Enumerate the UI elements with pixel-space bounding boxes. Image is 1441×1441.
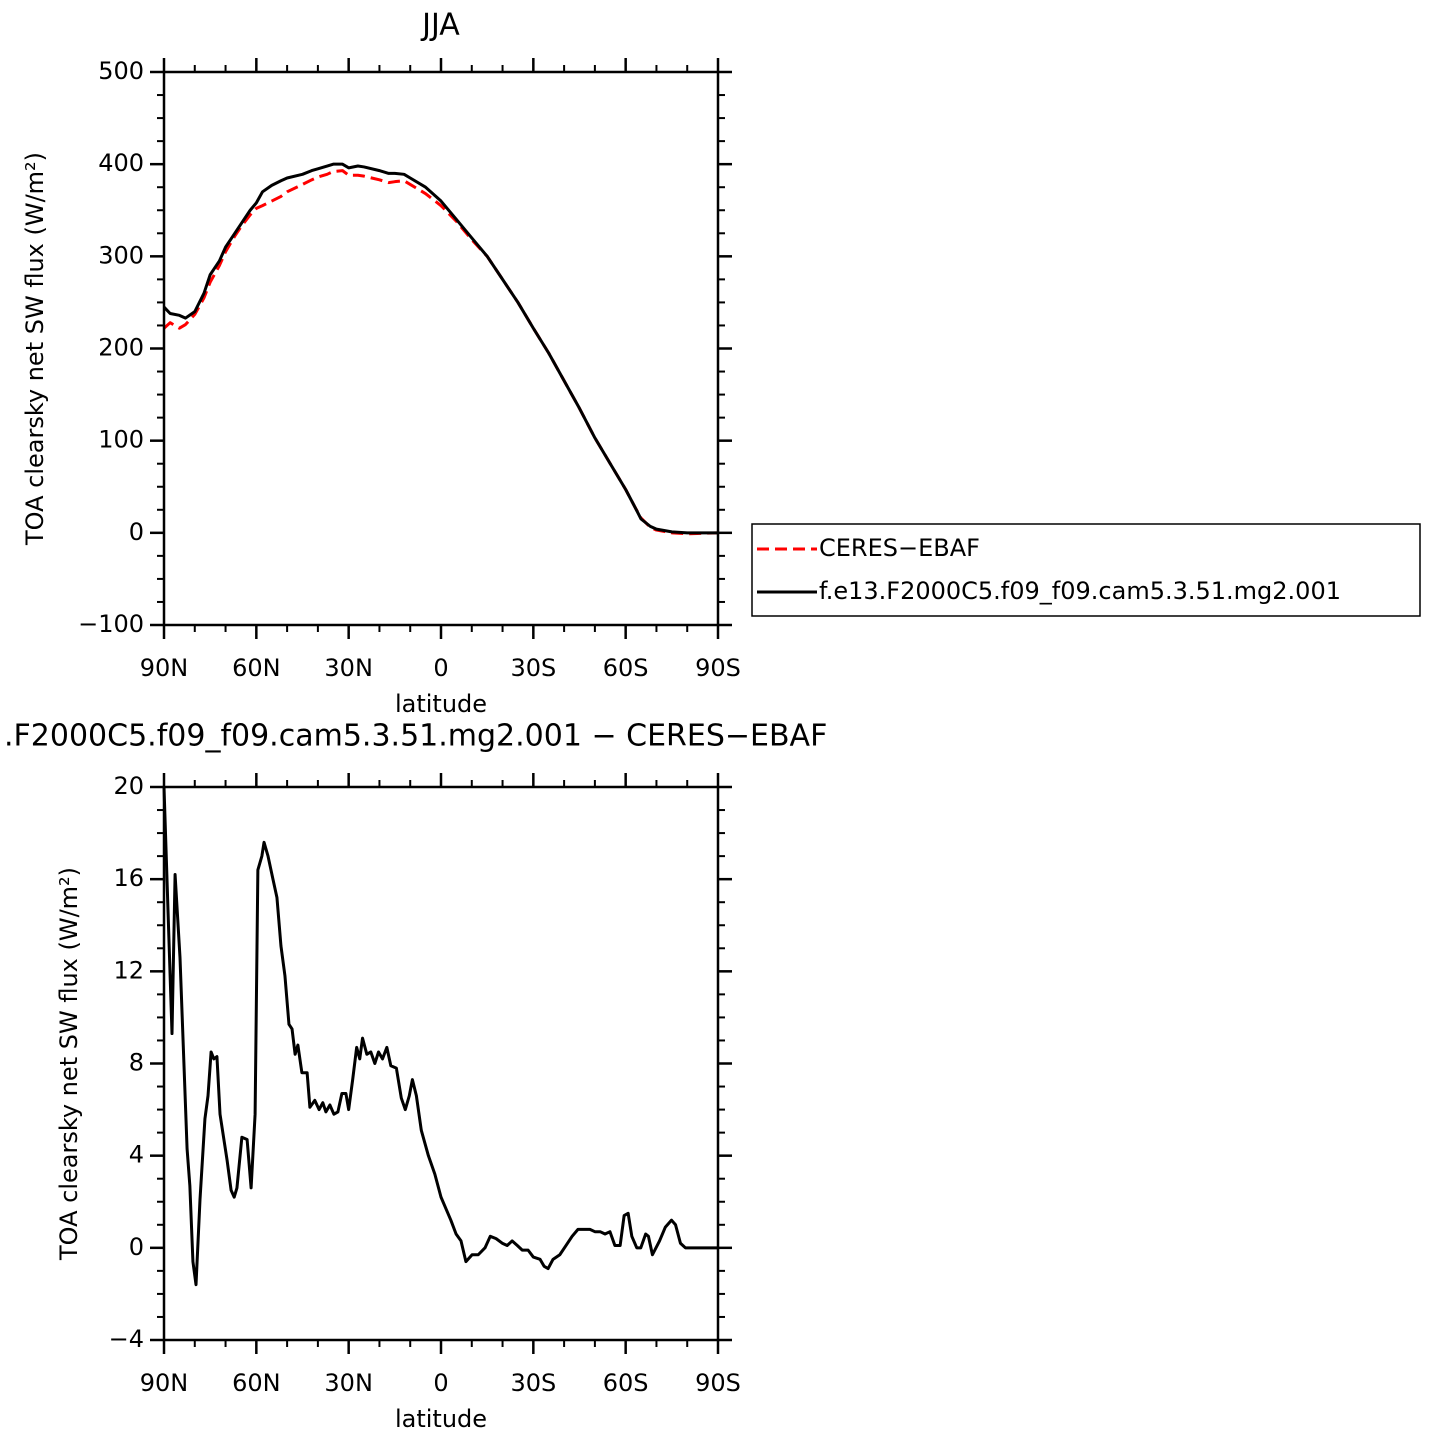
y-tick-label: 300 (98, 241, 144, 269)
y-axis-label: TOA clearsky net SW flux (W/m²) (55, 867, 83, 1261)
y-tick-label: 8 (129, 1049, 144, 1077)
x-tick-label: 30N (324, 1369, 373, 1397)
legend-label: CERES−EBAF (819, 534, 980, 562)
data-line (162, 786, 718, 1287)
plot-frame (162, 785, 720, 1342)
y-tick-label: 100 (98, 426, 144, 454)
x-tick-label: 60N (232, 1369, 281, 1397)
data-line (162, 162, 718, 535)
y-tick-label: −100 (78, 610, 144, 638)
y-tick-label: 200 (98, 334, 144, 362)
y-tick-label: 400 (98, 149, 144, 177)
x-tick-label: 90S (695, 654, 741, 682)
x-tick-label: 30S (510, 654, 556, 682)
x-tick-label: 60N (232, 654, 281, 682)
x-tick-label: 0 (433, 1369, 448, 1397)
y-tick-label: 4 (129, 1141, 144, 1169)
chart-title: JJA (420, 8, 460, 43)
x-tick-label: 90N (140, 1369, 189, 1397)
x-tick-label: 90S (695, 1369, 741, 1397)
x-tick-label: 30N (324, 654, 373, 682)
x-tick-label: 30S (510, 1369, 556, 1397)
y-tick-label: 12 (113, 956, 144, 984)
plot-frame (162, 70, 720, 627)
x-tick-label: 60S (603, 1369, 649, 1397)
y-tick-label: 0 (129, 518, 144, 546)
y-tick-label: 16 (113, 864, 144, 892)
legend-label: f.e13.F2000C5.f09_f09.cam5.3.51.mg2.001 (819, 577, 1341, 605)
y-tick-label: 20 (113, 772, 144, 800)
x-tick-label: 60S (603, 654, 649, 682)
data-line (162, 169, 719, 536)
y-axis-label: TOA clearsky net SW flux (W/m²) (21, 152, 49, 546)
x-axis-label: latitude (395, 690, 487, 718)
y-tick-label: 500 (98, 57, 144, 85)
y-tick-label: 0 (129, 1233, 144, 1261)
x-tick-label: 90N (140, 654, 189, 682)
legend-box (751, 523, 1421, 617)
x-tick-label: 0 (433, 654, 448, 682)
chart-title: .F2000C5.f09_f09.cam5.3.51.mg2.001 − CER… (4, 719, 827, 754)
y-tick-label: −4 (109, 1325, 144, 1353)
x-axis-label: latitude (395, 1405, 487, 1433)
